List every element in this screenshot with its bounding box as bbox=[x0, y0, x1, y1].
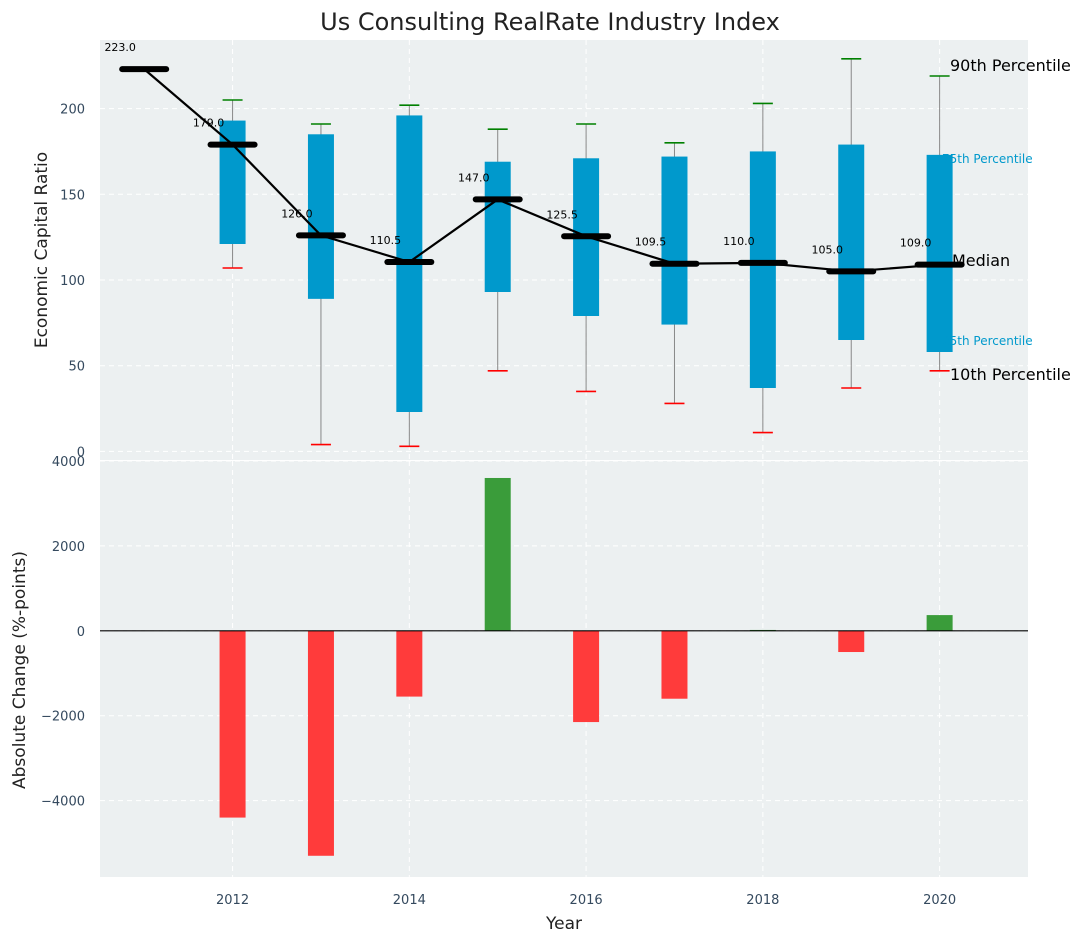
top-panel: 0 50 100 150 200 223.0 179.0 126.0 110.5 147.0 12… bbox=[32, 40, 1071, 460]
change-bar bbox=[838, 630, 865, 653]
bottom-plot-area bbox=[100, 461, 1028, 877]
bottom-y-tick-label: −2000 bbox=[41, 710, 85, 725]
anno-p25: 25th Percentile bbox=[942, 334, 1033, 348]
bottom-y-axis-label: Absolute Change (%-points) bbox=[10, 551, 30, 789]
change-bar bbox=[484, 477, 511, 631]
bottom-y-tick-label: 0 bbox=[77, 625, 85, 640]
median-value-label: 126.0 bbox=[281, 207, 313, 220]
top-annotations: 90th Percentile 75th Percentile Median 2… bbox=[942, 56, 1071, 384]
bottom-y-tick-label: 2000 bbox=[52, 540, 85, 555]
x-ticks: 2012 2014 2016 2018 2020 bbox=[216, 893, 956, 908]
change-bar bbox=[661, 630, 688, 699]
iqr-box bbox=[838, 144, 865, 340]
chart-title: Us Consulting RealRate Industry Index bbox=[320, 8, 780, 36]
iqr-box bbox=[307, 134, 334, 299]
anno-median: Median bbox=[952, 251, 1010, 270]
median-value-label: 125.5 bbox=[546, 208, 578, 221]
change-bar bbox=[396, 630, 423, 697]
bottom-bars bbox=[100, 477, 1028, 856]
anno-p75: 75th Percentile bbox=[942, 152, 1033, 166]
change-bar bbox=[573, 630, 600, 723]
bottom-y-ticks: −4000 −2000 0 2000 4000 bbox=[41, 455, 85, 810]
iqr-box bbox=[219, 120, 246, 244]
iqr-box bbox=[484, 161, 511, 292]
top-box-marks: 223.0 179.0 126.0 110.5 147.0 125.5 109.5 110.0… bbox=[104, 41, 965, 448]
change-bar bbox=[307, 630, 334, 856]
anno-p10: 10th Percentile bbox=[950, 365, 1071, 384]
median-value-label: 105.0 bbox=[811, 243, 843, 256]
x-tick-label: 2014 bbox=[393, 893, 426, 908]
change-bar bbox=[219, 630, 246, 818]
median-value-label: 147.0 bbox=[458, 171, 490, 184]
bottom-panel: −4000 −2000 0 2000 4000 2012 2014 2016 2018 2020… bbox=[10, 455, 1028, 934]
x-tick-label: 2020 bbox=[923, 893, 956, 908]
top-y-tick-label: 150 bbox=[60, 188, 85, 203]
top-y-tick-label: 0 bbox=[77, 445, 85, 460]
x-tick-label: 2012 bbox=[216, 893, 249, 908]
median-value-label: 179.0 bbox=[193, 117, 225, 130]
x-tick-label: 2016 bbox=[570, 893, 603, 908]
top-plot-area bbox=[100, 40, 1028, 460]
median-value-label: 223.0 bbox=[104, 41, 136, 54]
iqr-box bbox=[661, 156, 688, 325]
top-y-axis-label: Economic Capital Ratio bbox=[32, 152, 52, 348]
change-bar bbox=[926, 615, 953, 631]
iqr-box bbox=[926, 154, 953, 352]
top-y-tick-label: 50 bbox=[68, 360, 85, 375]
anno-p90: 90th Percentile bbox=[950, 56, 1071, 75]
median-trend-line bbox=[143, 68, 940, 273]
top-y-ticks: 0 50 100 150 200 bbox=[60, 103, 85, 461]
top-y-tick-label: 100 bbox=[60, 274, 85, 289]
bottom-y-tick-label: −4000 bbox=[41, 795, 85, 810]
median-value-label: 110.5 bbox=[370, 234, 402, 247]
median-value-label: 109.0 bbox=[900, 237, 932, 250]
iqr-box bbox=[749, 151, 776, 388]
x-axis-label: Year bbox=[545, 914, 582, 934]
bottom-y-tick-label: 4000 bbox=[52, 455, 85, 470]
median-value-label: 109.5 bbox=[635, 236, 667, 249]
x-tick-label: 2018 bbox=[746, 893, 779, 908]
median-value-label: 110.0 bbox=[723, 235, 755, 248]
top-y-tick-label: 200 bbox=[60, 103, 85, 118]
